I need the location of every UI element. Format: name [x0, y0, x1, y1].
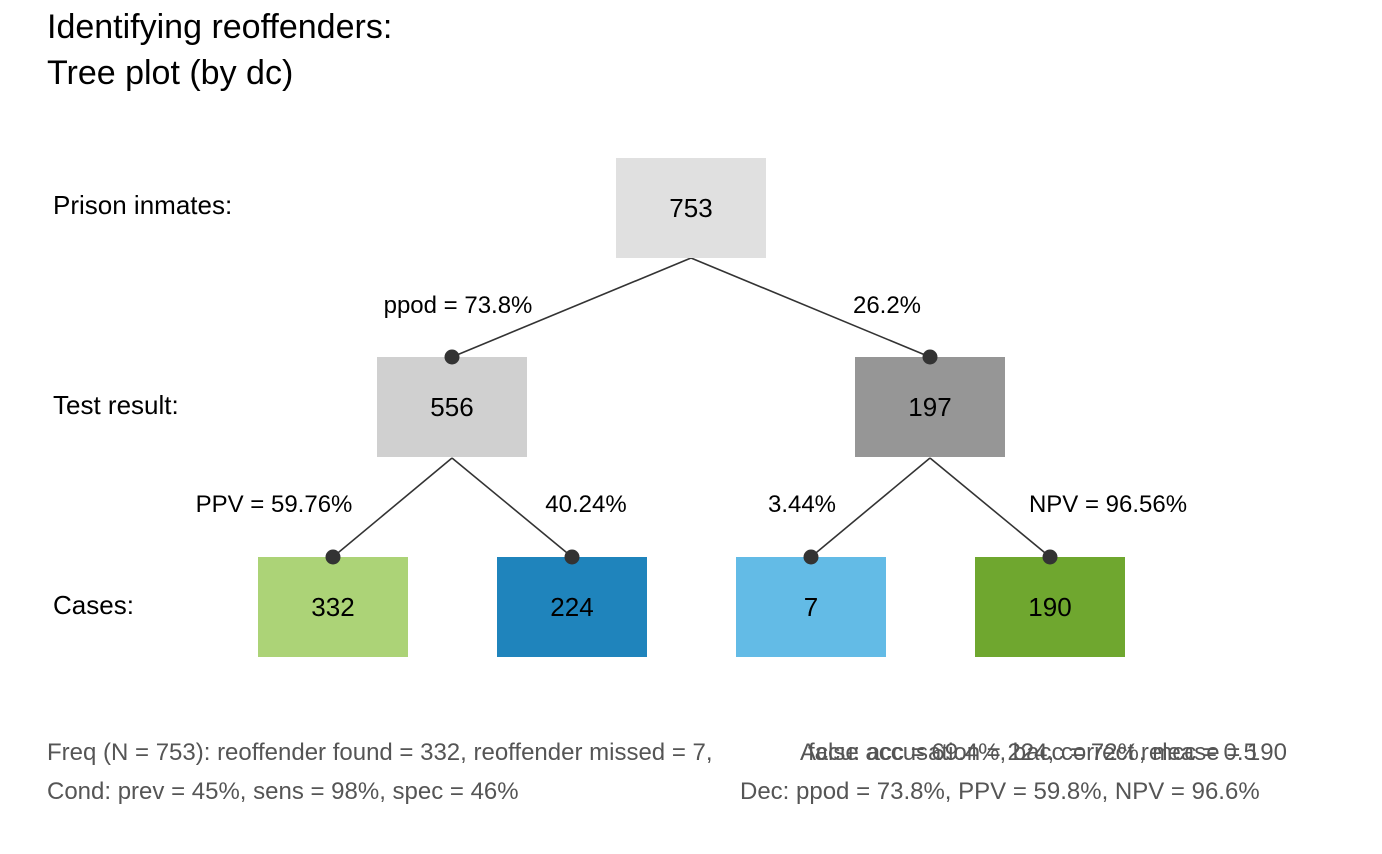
footer-freq-right: false accusation = 224, correct release …: [808, 739, 1287, 766]
footer-condition: Cond: prev = 45%, sens = 98%, spec = 46%: [47, 778, 519, 805]
dot-dec-neg: [922, 349, 938, 365]
edge-pos-fa: [451, 457, 573, 558]
node-root-value: 753: [669, 192, 713, 223]
level-label-population: Prison inmates:: [53, 190, 233, 220]
node-hit-value: 332: [311, 591, 355, 622]
node-decision-positive-value: 556: [430, 391, 474, 422]
footer-freq-left: Freq (N = 753): reoffender found = 332, …: [47, 739, 713, 766]
node-hit: 332: [258, 557, 408, 657]
node-false-alarm-value: 224: [550, 591, 594, 622]
edge-label-npv: NPV = 96.56%: [1028, 491, 1188, 518]
node-correct-rejection-value: 190: [1028, 591, 1072, 622]
edge-label-negative-rate: 26.2%: [852, 292, 922, 319]
edge-label-for: 3.44%: [767, 491, 837, 518]
dot-false-alarm: [564, 549, 580, 565]
diagram-title-line-1: Identifying reoffenders:: [47, 8, 393, 46]
edge-pos-hi: [332, 457, 453, 558]
dot-dec-pos: [444, 349, 460, 365]
node-false-alarm: 224: [497, 557, 647, 657]
node-decision-positive: 556: [377, 357, 527, 457]
edge-neg-mi: [810, 457, 931, 558]
edge-label-ppod: ppod = 73.8%: [383, 292, 533, 319]
node-miss-value: 7: [803, 591, 819, 622]
footer-decision: Dec: ppod = 73.8%, PPV = 59.8%, NPV = 96…: [740, 778, 1260, 805]
footer-accuracy: Accu: acc = 69.4%, bacc = 72%, mcc = 0.5: [800, 739, 1257, 766]
level-label-test-result: Test result:: [53, 390, 179, 420]
node-correct-rejection: 190: [975, 557, 1125, 657]
level-label-cases: Cases:: [53, 590, 134, 620]
node-decision-negative-value: 197: [908, 391, 952, 422]
diagram-title-line-2: Tree plot (by dc): [47, 54, 294, 92]
edge-root-neg: [690, 257, 931, 358]
node-miss: 7: [736, 557, 886, 657]
node-decision-negative: 197: [855, 357, 1005, 457]
dot-hit: [325, 549, 341, 565]
dot-miss: [803, 549, 819, 565]
node-root: 753: [616, 158, 766, 258]
edge-label-fdr: 40.24%: [545, 491, 627, 518]
dot-correct-rejection: [1042, 549, 1058, 565]
edge-neg-cr: [929, 457, 1051, 558]
edge-label-ppv: PPV = 59.76%: [195, 491, 353, 518]
edge-root-pos: [451, 257, 692, 358]
